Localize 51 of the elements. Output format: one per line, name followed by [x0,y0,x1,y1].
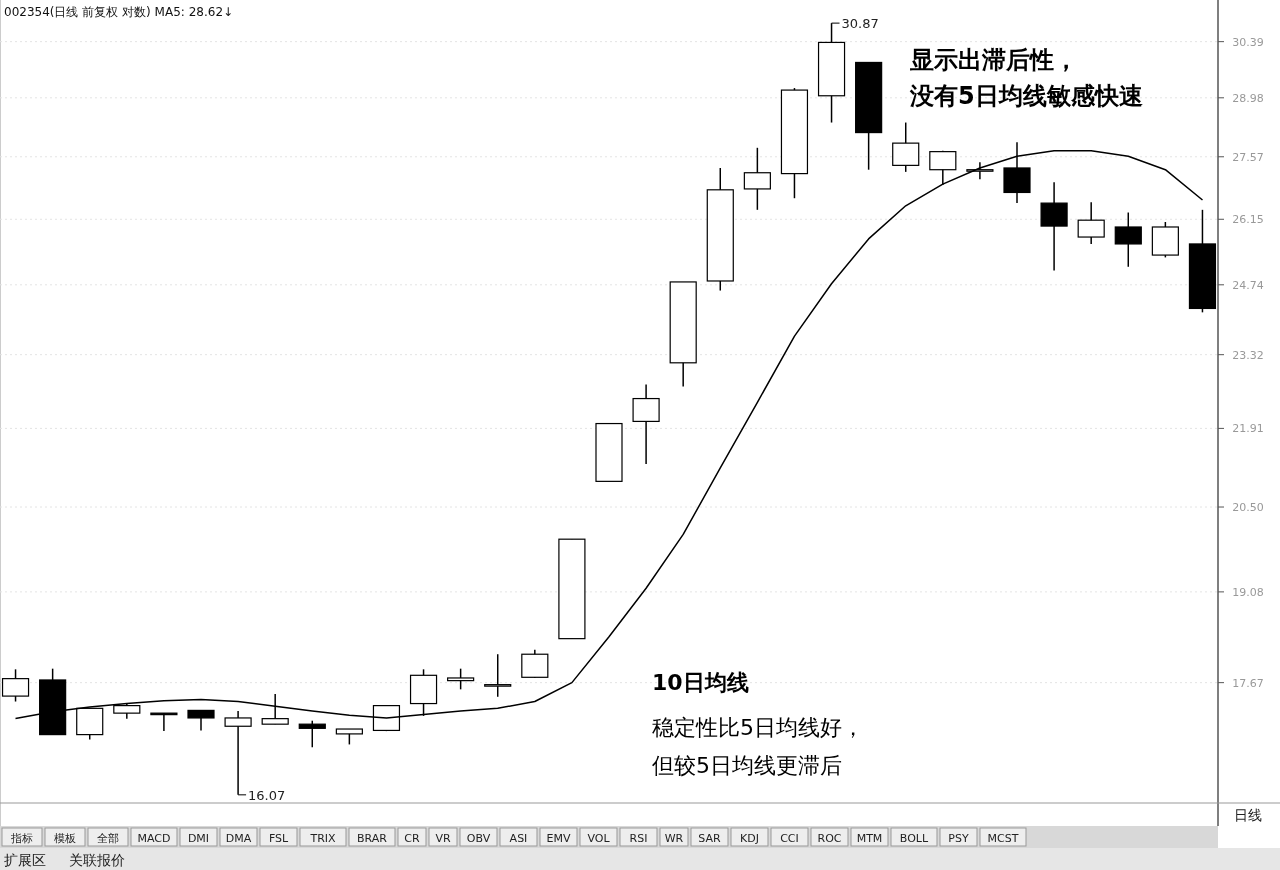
candlestick [447,667,475,691]
annotation: 30.87 [841,16,879,32]
text: OBV [466,832,491,845]
text: VOL [587,832,611,845]
text: 全部 [97,832,119,845]
chart-title: 002354(日线 前复权 对数) MA5: 28.62↓ [4,5,234,19]
text: WR [664,832,684,845]
text: EMV [546,832,571,845]
candlestick [484,653,512,698]
candlestick [298,719,326,749]
text: DMA [225,832,252,845]
y-tick-label: 21.91 [1232,422,1264,436]
candlestick [966,161,994,181]
text: VR [435,832,451,845]
text: DMI [187,832,210,845]
text: BRAR [357,832,388,845]
text: SAR [698,832,722,845]
text: MTM [856,832,883,845]
text: 扩展区 [4,852,46,868]
text: TRIX [309,832,337,845]
text: 指标 [10,832,33,845]
text: ASI [509,832,528,845]
y-tick-label: 27.57 [1232,150,1264,164]
text: CCI [780,832,799,845]
text: RSI [629,832,648,845]
annotation: 没有5日均线敏感快速 [909,82,1143,110]
text: PSY [948,832,969,845]
text: KDJ [740,832,759,845]
text: 日线 [1234,807,1262,823]
annotation: 但较5日均线更滞后 [652,753,842,778]
y-tick-label: 19.08 [1232,585,1264,599]
y-tick-label: 30.39 [1232,35,1264,49]
text: 模板 [54,832,76,845]
text: ROC [817,832,842,845]
annotation: 稳定性比5日均线好， [652,715,864,740]
text: MACD [137,832,171,845]
y-tick-label: 28.98 [1232,91,1264,105]
text: 10日均线 [652,670,749,695]
y-tick-label: 26.15 [1232,213,1264,227]
annotation: 16.07 [248,787,286,803]
y-tick-label: 24.74 [1232,278,1264,292]
text: 关联报价 [69,852,125,868]
text: MCST [987,832,1019,845]
annotation: 显示出滞后性， [909,46,1078,74]
candlestick [150,712,178,732]
y-tick-label: 23.32 [1232,348,1264,362]
y-tick-label: 17.67 [1232,676,1264,690]
text: FSL [268,832,289,845]
y-tick-label: 20.50 [1232,501,1264,515]
text: CR [404,832,421,845]
text: BOLL [899,832,929,845]
